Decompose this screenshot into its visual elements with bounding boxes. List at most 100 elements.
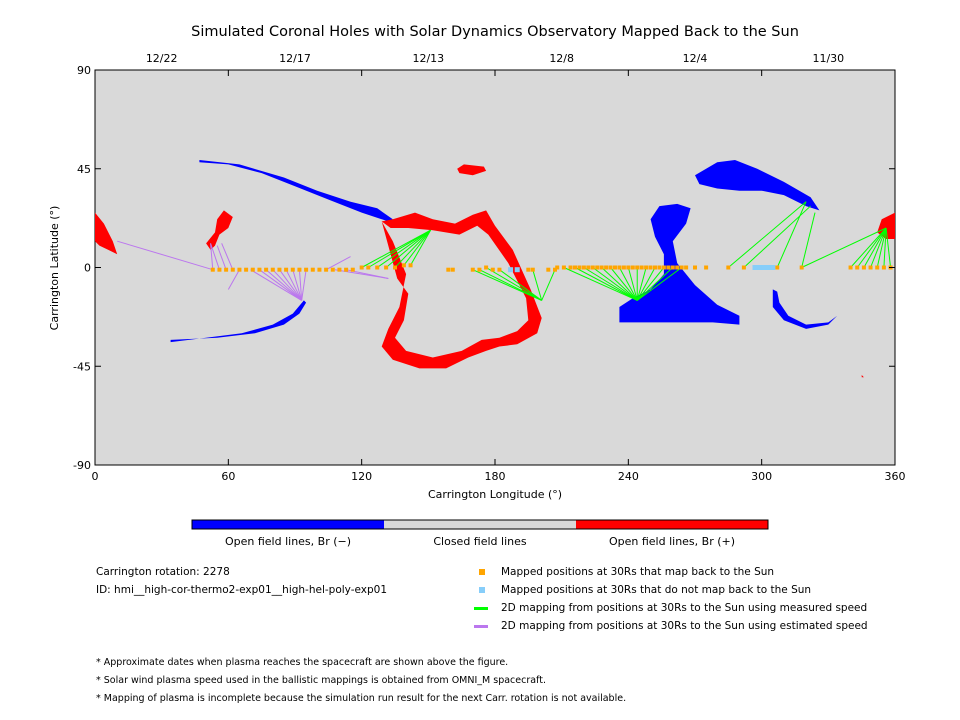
estimated-mapping-line: [272, 269, 303, 301]
mapped-point: [237, 267, 242, 272]
measured-mapping-line: [883, 227, 887, 268]
ch-neg-central: [619, 203, 740, 325]
note-incomplete: * Mapping of plasma is incomplete becaus…: [96, 693, 627, 704]
mapped-point: [666, 265, 671, 270]
colorbar-negative-segment: [192, 520, 384, 529]
colorbar: Open field lines, Br (−) Closed field li…: [191, 519, 769, 548]
green-line-icon: [474, 603, 494, 613]
estimated-mapping-line: [259, 269, 302, 301]
measured-mapping-line: [592, 267, 638, 301]
mapped-point: [324, 267, 329, 272]
measured-mapping-line: [627, 267, 638, 301]
measured-mapping-line: [485, 267, 542, 301]
mapped-point: [861, 265, 866, 270]
measured-mapping-line: [636, 267, 682, 301]
estimated-mapping-line: [210, 243, 214, 270]
mapped-point: [446, 267, 451, 272]
mapped-point: [855, 265, 860, 270]
estimated-mapping-line: [325, 256, 351, 271]
mapped-point: [608, 265, 613, 270]
note-speed: * Solar wind plasma speed used in the ba…: [96, 675, 546, 686]
mapped-point: [317, 267, 322, 272]
colorbar-label-negative: Open field lines, Br (−): [225, 535, 351, 548]
purple-line-icon: [474, 621, 494, 631]
carrington-rotation: Carrington rotation: 2278: [96, 566, 230, 578]
mapped-point: [250, 267, 255, 272]
x-tick-label: 180: [485, 470, 506, 483]
mapped-point: [497, 267, 502, 272]
estimated-mapping-line: [227, 269, 240, 290]
mapped-point: [359, 265, 364, 270]
lightblue-square-icon: [474, 585, 494, 595]
mapped-point: [568, 265, 573, 270]
mapped-point: [657, 265, 662, 270]
mapped-point: [639, 265, 644, 270]
mapped-point: [661, 265, 666, 270]
mapped-point: [684, 265, 689, 270]
mapped-point: [217, 267, 222, 272]
mapped-point: [875, 265, 880, 270]
mapped-point: [384, 265, 389, 270]
x-tick-label: 300: [751, 470, 772, 483]
mapped-point: [626, 265, 631, 270]
unmapped-point: [752, 265, 758, 270]
estimated-mapping-line: [301, 269, 307, 301]
measured-mapping-line: [385, 229, 431, 268]
top-date-label: 12/4: [683, 52, 708, 65]
mapped-point: [490, 267, 495, 272]
mapped-point: [679, 265, 684, 270]
measured-mapping-line: [636, 267, 647, 301]
mapped-point: [330, 267, 335, 272]
measured-mapping-line: [574, 267, 638, 301]
mapped-point: [264, 267, 269, 272]
colorbar-label-positive: Open field lines, Br (+): [609, 535, 735, 548]
legend-item-measured: 2D mapping from positions at 30Rs to the…: [474, 601, 867, 615]
mapped-point: [573, 265, 577, 270]
y-axis-label: Carrington Latitude (°): [48, 206, 61, 331]
measured-mapping-line: [376, 229, 431, 268]
mapped-point: [561, 265, 566, 270]
top-date-label: 12/17: [279, 52, 311, 65]
mapped-point: [470, 267, 475, 272]
x-tick-label: 0: [92, 470, 99, 483]
mapped-point: [344, 267, 349, 272]
measured-mapping-line: [636, 267, 665, 301]
measured-mapping-line: [583, 267, 638, 301]
mapped-point: [270, 267, 275, 272]
ch-pos-triangle: [381, 210, 542, 369]
legend-label-estimated: 2D mapping from positions at 30Rs to the…: [501, 620, 868, 632]
mapped-point: [693, 265, 697, 270]
mapped-point: [224, 267, 229, 272]
mapped-point: [670, 265, 675, 270]
measured-mapping-line: [563, 267, 638, 301]
measured-mapping-line: [619, 267, 638, 301]
mapped-point: [304, 267, 309, 272]
mapped-point: [653, 265, 657, 270]
mapped-point: [257, 267, 262, 272]
estimated-mapping-line: [250, 269, 302, 301]
legend-item-unmapped: Mapped positions at 30Rs that do not map…: [474, 583, 811, 597]
ch-pos-north-blob: [457, 164, 487, 176]
top-date-label: 12/22: [146, 52, 178, 65]
mapped-point: [741, 265, 746, 270]
estimated-mapping-line: [292, 269, 303, 301]
measured-mapping-line: [499, 269, 542, 301]
mapped-point: [277, 267, 282, 272]
unmapped-point: [514, 267, 520, 273]
mapped-point: [590, 265, 595, 270]
mapped-point: [337, 267, 342, 272]
mapped-point: [477, 267, 482, 272]
measured-mapping-line: [479, 269, 542, 301]
measured-mapping-line: [410, 229, 431, 266]
mapped-point: [366, 265, 371, 270]
run-id: ID: hmi__high-cor-thermo2-exp01__high-he…: [96, 584, 388, 596]
legend-item-estimated: 2D mapping from positions at 30Rs to the…: [474, 619, 868, 633]
mapped-point: [775, 265, 780, 270]
top-date-label: 12/13: [412, 52, 444, 65]
ch-pos-dot: [861, 375, 864, 378]
mapped-point: [310, 267, 315, 272]
mapped-point: [868, 265, 873, 270]
unmapped-point: [770, 265, 776, 270]
measured-mapping-line: [636, 267, 656, 301]
x-tick-label: 360: [885, 470, 906, 483]
